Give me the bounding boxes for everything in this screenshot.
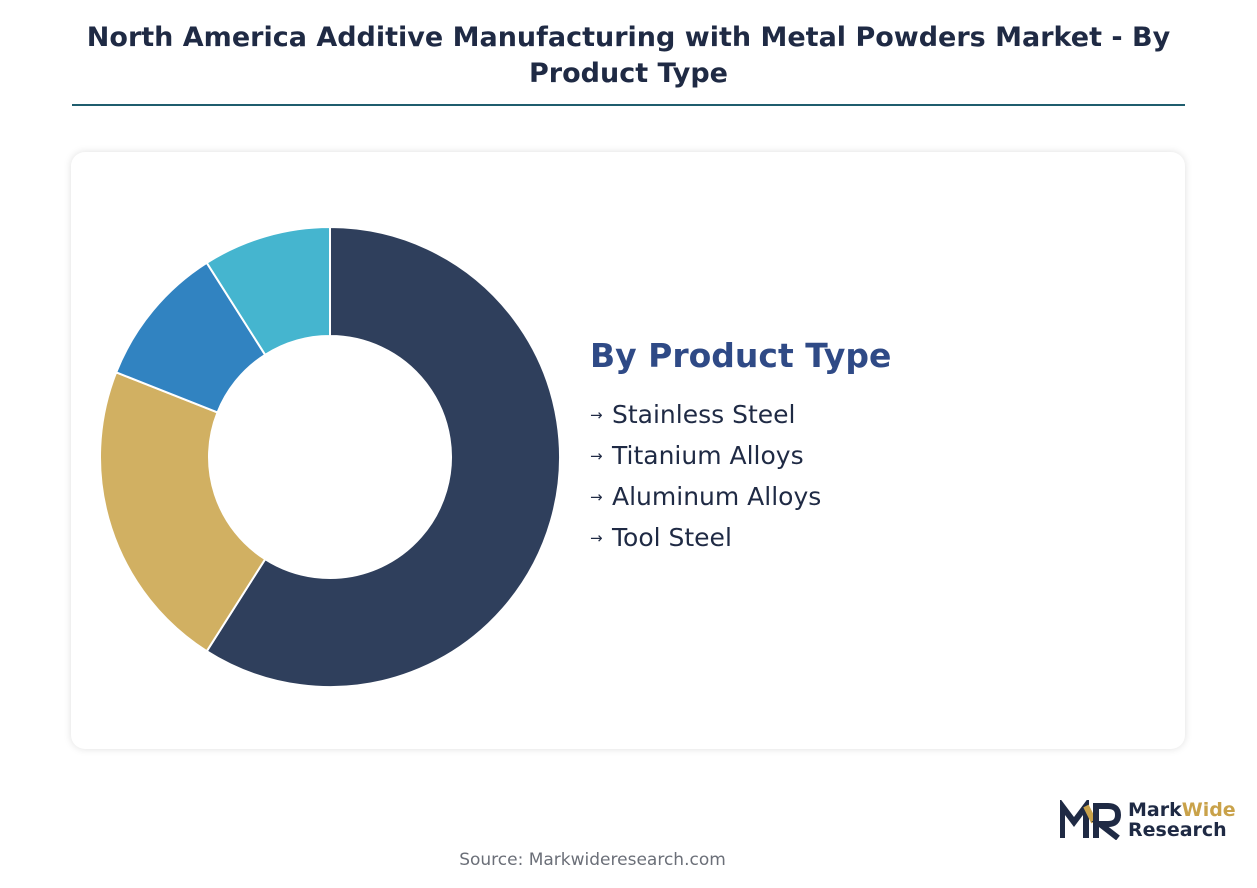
- arrow-right-icon: →: [590, 446, 603, 465]
- source-note: Source: Markwideresearch.com: [459, 850, 726, 870]
- logo-text-research: Research: [1128, 819, 1227, 841]
- donut-slice-tool-steel: [99, 371, 267, 653]
- legend-item-stainless-steel: → Stainless Steel: [590, 394, 1150, 435]
- legend-list: → Stainless Steel → Titanium Alloys → Al…: [590, 394, 1150, 558]
- title-divider: [72, 104, 1185, 106]
- page-title: North America Additive Manufacturing wit…: [86, 22, 1171, 89]
- legend-item-label: Titanium Alloys: [612, 441, 804, 470]
- legend-item-tool-steel: → Tool Steel: [590, 517, 1150, 558]
- arrow-right-icon: →: [590, 528, 603, 547]
- donut-chart: [99, 225, 561, 688]
- logo-wordmark: MarkWide Research: [1128, 800, 1236, 840]
- logo-text-mark: Mark: [1128, 799, 1182, 821]
- arrow-right-icon: →: [590, 487, 603, 506]
- legend-item-label: Tool Steel: [612, 523, 732, 552]
- logo-text-wide: Wide: [1181, 799, 1236, 821]
- brand-logo: MarkWide Research: [1059, 797, 1244, 844]
- legend-item-label: Aluminum Alloys: [612, 482, 822, 511]
- donut-slice-stainless-steel: [205, 225, 561, 688]
- legend-item-titanium-alloys: → Titanium Alloys: [590, 435, 1150, 476]
- arrow-right-icon: →: [590, 405, 603, 424]
- legend-item-label: Stainless Steel: [612, 400, 796, 429]
- legend-title: By Product Type: [590, 336, 892, 375]
- legend: By Product Type → Stainless Steel → Tita…: [590, 334, 1150, 558]
- legend-item-aluminum-alloys: → Aluminum Alloys: [590, 476, 1150, 517]
- markwide-logo-icon: [1059, 797, 1122, 841]
- donut-slice-aluminum-alloys: [205, 225, 331, 357]
